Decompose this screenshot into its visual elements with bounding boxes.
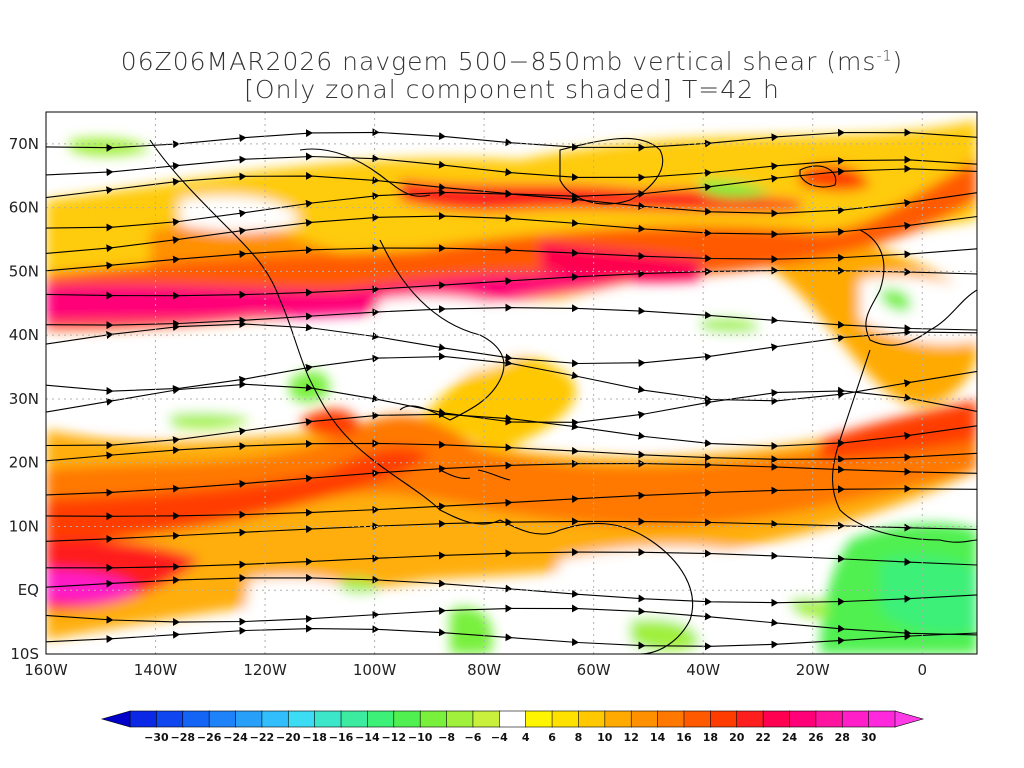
colorbar-label: 16 [676, 731, 692, 744]
colorbar-cell [630, 710, 659, 728]
colorbar-label: 6 [548, 731, 556, 744]
colorbar-cell [868, 710, 896, 728]
colorbar-label: −18 [302, 731, 327, 744]
y-tick-label: 10S [10, 645, 39, 663]
x-tick-label: 0 [917, 661, 927, 679]
colorbar-cell [367, 710, 395, 728]
colorbar-cell [762, 710, 791, 728]
colorbar-label: −4 [491, 731, 508, 744]
colorbar-label: −6 [464, 731, 481, 744]
x-tick-label: 20W [796, 661, 830, 679]
y-tick-label: 30N [9, 390, 39, 408]
colorbar-cell [287, 710, 316, 728]
colorbar-cell [789, 710, 817, 728]
colorbar-label: 26 [808, 731, 824, 744]
colorbar-min-arrow [100, 710, 131, 728]
title-main: 06Z06MAR2026 navgem 500−850mb vertical s… [120, 47, 877, 76]
colorbar-cell [736, 710, 764, 728]
colorbar-label: −12 [382, 731, 407, 744]
y-tick-label: 50N [9, 262, 39, 280]
x-tick-label: 140W [134, 661, 178, 679]
title-units-close: ) [892, 47, 904, 76]
colorbar-cell [340, 710, 369, 728]
colorbar-cell [235, 710, 263, 728]
colorbar-cell [525, 710, 553, 728]
colorbar-label: 12 [624, 731, 639, 744]
chart-subtitle: [Only zonal component shaded] T=42 h [244, 75, 780, 104]
colorbar-cell [551, 710, 580, 728]
graticule [46, 112, 977, 654]
streamline [46, 439, 977, 464]
y-tick-label: 10N [9, 517, 39, 535]
colorbar-cell [261, 710, 290, 728]
streamline [46, 548, 977, 572]
colorbar-max-arrow [894, 710, 925, 728]
streamline [46, 624, 977, 651]
colorbar-cell [578, 710, 606, 728]
colorbar-label: −24 [223, 731, 248, 744]
colorbar-label: −8 [438, 731, 455, 744]
streamline [46, 573, 977, 607]
colorbar-label: −16 [329, 731, 354, 744]
streamline [46, 128, 977, 152]
colorbar-cell [841, 710, 870, 728]
y-tick-label: 60N [9, 199, 39, 217]
colorbar: −30 −28 −26 −24 −22 −20 −18 −16 −14 −12 −10 −8 −6 −4 4… [100, 710, 925, 744]
x-tick-label: 160W [24, 661, 68, 679]
colorbar-cell [393, 710, 421, 728]
y-axis-labels: 10S EQ 10N 20N 30N 40N 50N 60N 70N [9, 135, 39, 663]
colorbar-label: −28 [170, 731, 195, 744]
colorbar-label: 30 [861, 731, 877, 744]
colorbar-cell [156, 710, 184, 728]
colorbar-label: 18 [703, 731, 718, 744]
x-tick-label: 60W [577, 661, 611, 679]
colorbar-cell [208, 710, 237, 728]
colorbar-cell [499, 710, 527, 728]
colorbar-label: −22 [250, 731, 275, 744]
colorbar-cell [419, 710, 448, 728]
colorbar-cell [472, 710, 501, 728]
streamline [46, 244, 977, 272]
colorbar-label: 10 [597, 731, 613, 744]
streamlines [46, 128, 977, 651]
y-tick-label: EQ [18, 581, 39, 599]
colorbar-cell [446, 710, 474, 728]
colorbar-label: −20 [276, 731, 301, 744]
map-frame [45, 111, 978, 655]
colorbar-label: 20 [729, 731, 745, 744]
x-tick-label: 40W [686, 661, 720, 679]
colorbar-cell [604, 710, 633, 728]
colorbar-label: 8 [575, 731, 583, 744]
y-tick-label: 40N [9, 326, 39, 344]
x-tick-label: 80W [467, 661, 501, 679]
y-tick-label: 20N [9, 454, 39, 472]
x-tick-label: 100W [353, 661, 397, 679]
colorbar-label: 4 [522, 731, 530, 744]
colorbar-cell [710, 710, 738, 728]
streamline [46, 266, 977, 300]
colorbar-cell [182, 710, 210, 728]
colorbar-cell [129, 710, 158, 728]
streamline [46, 517, 977, 543]
title-units-exponent: -1 [876, 48, 893, 65]
colorbar-label: −26 [197, 731, 222, 744]
y-tick-label: 70N [9, 135, 39, 153]
x-axis-labels: 160W 140W 120W 100W 80W 60W 40W 20W 0 [24, 661, 927, 679]
streamline [46, 484, 977, 521]
colorbar-label: −10 [408, 731, 433, 744]
colorbar-label: −14 [355, 731, 380, 744]
colorbar-label: 22 [755, 731, 770, 744]
streamline [46, 212, 977, 254]
colorbar-cell [657, 710, 685, 728]
colorbar-cell [314, 710, 342, 728]
colorbar-cell [683, 710, 712, 728]
colorbar-label: 14 [650, 731, 666, 744]
colorbar-label: 28 [835, 731, 850, 744]
chart-title: 06Z06MAR2026 navgem 500−850mb vertical s… [0, 48, 1024, 76]
colorbar-label: −30 [144, 731, 169, 744]
x-tick-label: 120W [243, 661, 287, 679]
colorbar-cell [815, 710, 844, 728]
colorbar-label: 24 [782, 731, 798, 744]
